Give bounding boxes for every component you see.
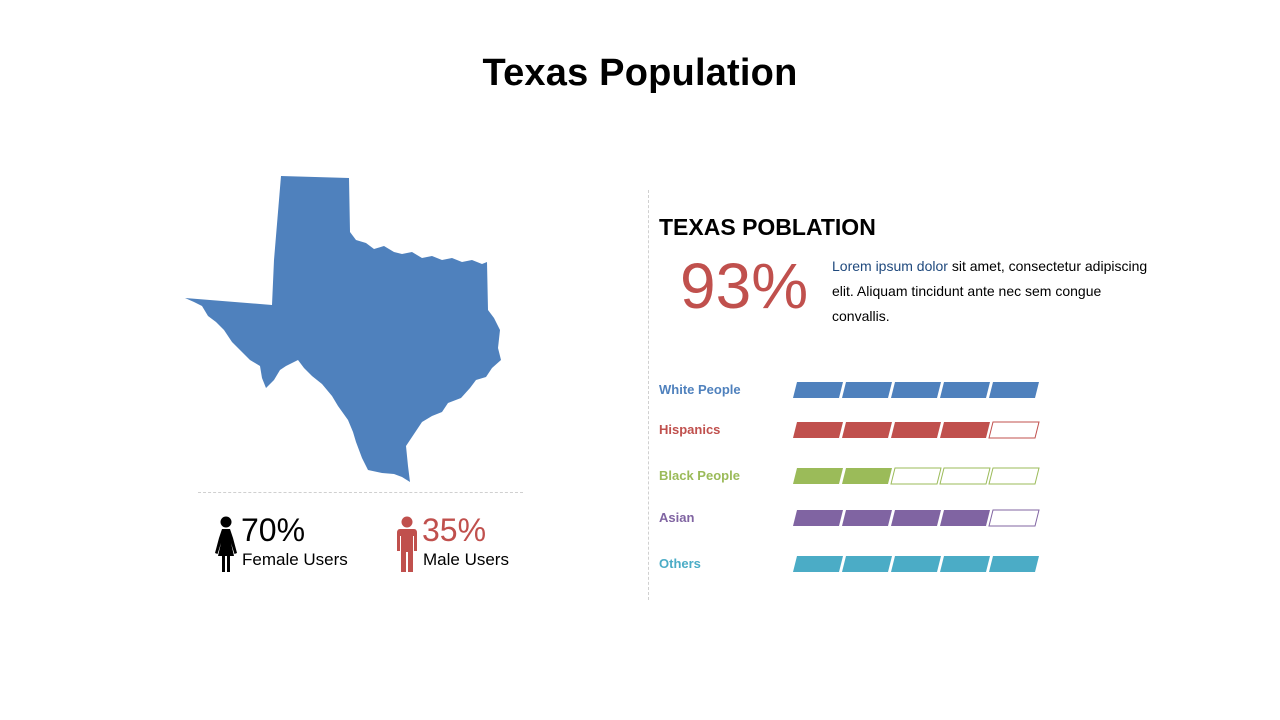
bar-segment-filled: [891, 422, 941, 438]
female-percent: 70%: [241, 512, 306, 548]
bar-segment-empty: [939, 467, 991, 485]
bar-segments: [793, 421, 1040, 439]
bar-segment-filled: [940, 510, 990, 526]
male-label: Male Users: [423, 550, 509, 569]
bar-segments: [793, 509, 1040, 527]
male-percent: 35%: [422, 512, 487, 548]
bar-segment-filled: [793, 382, 843, 398]
description-text: sit amet, consectetur adipiscing elit. A…: [832, 258, 1148, 324]
bar-segment-filled: [891, 510, 941, 526]
bar-segment-filled: [842, 510, 892, 526]
bar-segment-filled: [989, 556, 1039, 572]
description: Lorem ipsum dolor sit amet, consectetur …: [832, 254, 1152, 329]
bar-segment-filled: [842, 468, 892, 484]
female-icon: [215, 516, 237, 572]
texas-shape: [185, 176, 501, 482]
bar-row-others: Others: [659, 554, 1059, 578]
big-percent: 93%: [680, 250, 809, 322]
bar-segment-empty: [988, 421, 1040, 439]
map-divider: [198, 492, 523, 493]
bar-segment-filled: [793, 468, 843, 484]
bar-segment-filled: [891, 382, 941, 398]
bar-row-asian: Asian: [659, 508, 1059, 532]
bar-label: Asian: [659, 510, 695, 525]
bar-segments: [793, 556, 1039, 572]
bar-segment-filled: [940, 556, 990, 572]
bar-segment-empty: [890, 467, 942, 485]
bar-label: Black People: [659, 468, 740, 483]
bar-segment-filled: [940, 382, 990, 398]
bar-label: Hispanics: [659, 422, 721, 437]
texas-map: [185, 176, 501, 482]
male-icon: [397, 516, 417, 572]
description-highlight: Lorem ipsum dolor: [832, 258, 948, 274]
bar-segment-filled: [793, 510, 843, 526]
bar-segment-filled: [891, 556, 941, 572]
bar-segment-filled: [793, 556, 843, 572]
bar-label: White People: [659, 382, 741, 397]
female-label: Female Users: [242, 550, 348, 569]
bar-segment-filled: [842, 422, 892, 438]
bar-segment-filled: [842, 382, 892, 398]
bar-segment-filled: [989, 382, 1039, 398]
bar-segment-filled: [793, 422, 843, 438]
bar-segment-empty: [988, 509, 1040, 527]
bar-label: Others: [659, 556, 701, 571]
bar-segment-filled: [940, 422, 990, 438]
section-title: TEXAS POBLATION: [659, 214, 876, 240]
bar-segment-filled: [842, 556, 892, 572]
bar-segment-empty: [988, 467, 1040, 485]
column-divider: [648, 190, 649, 600]
bar-row-black-people: Black People: [659, 466, 1059, 490]
slide-title: Texas Population: [482, 52, 798, 94]
bar-row-white-people: White People: [659, 380, 1059, 404]
bar-segments: [793, 467, 1040, 485]
bar-row-hispanics: Hispanics: [659, 420, 1059, 444]
bar-segments: [793, 382, 1039, 398]
